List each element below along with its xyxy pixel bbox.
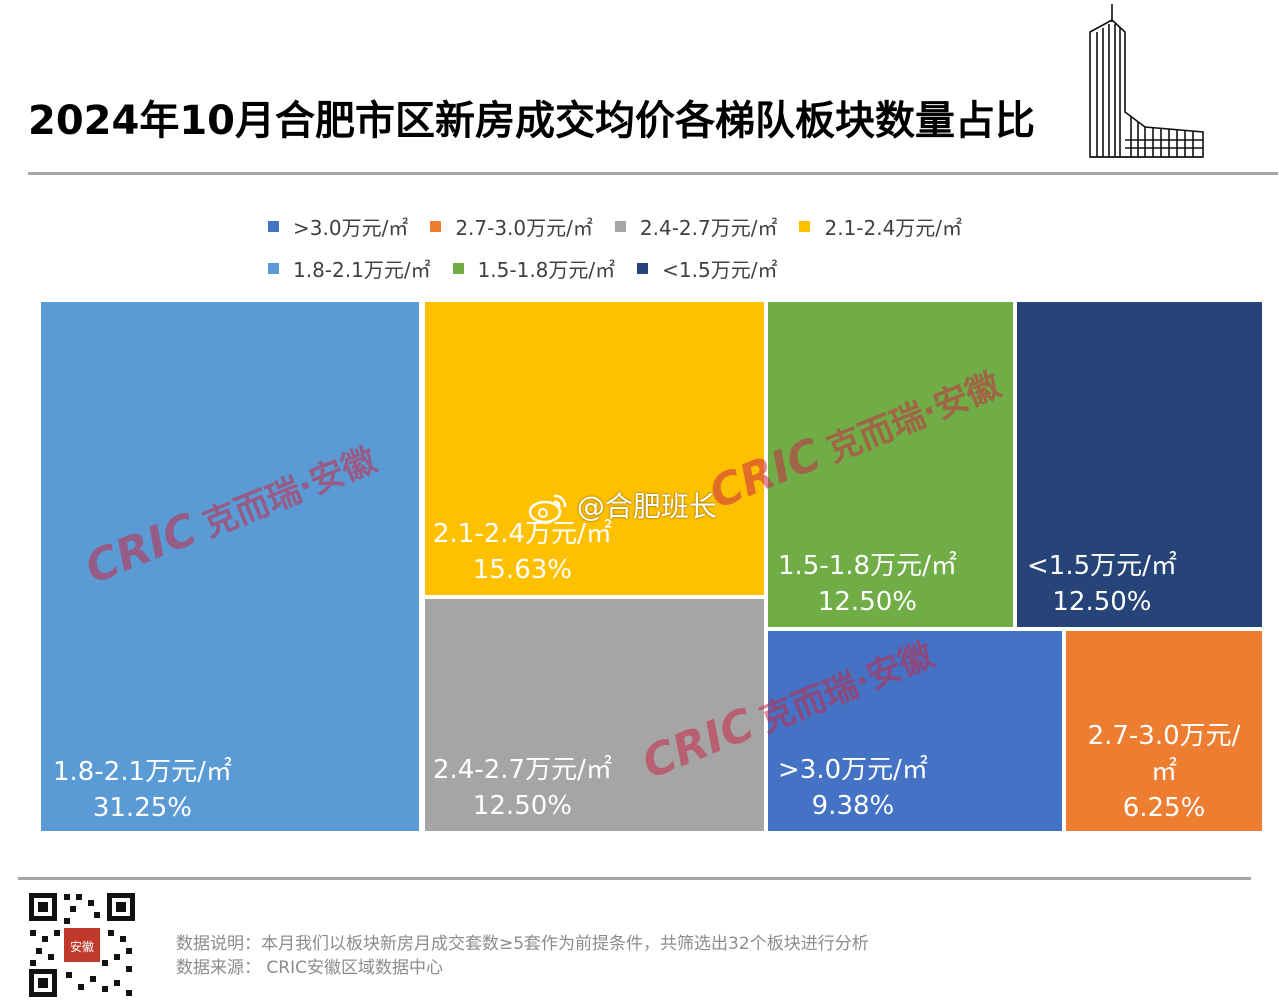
- legend: >3.0万元/㎡ 2.7-3.0万元/㎡ 2.4-2.7万元/㎡ 2.1-2.4…: [268, 205, 1068, 289]
- tile-category: 1.8-2.1万元/㎡: [53, 757, 232, 787]
- tile-label: 1.8-2.1万元/㎡ 31.25%: [53, 754, 232, 826]
- treemap-tile: 2.4-2.7万元/㎡ 12.50%: [425, 599, 764, 831]
- data-source: 数据来源： CRIC安徽区域数据中心: [176, 958, 443, 978]
- tile-value: 12.50%: [817, 587, 917, 617]
- weibo-logo-icon: [528, 494, 567, 524]
- legend-swatch: [614, 220, 626, 232]
- treemap-tile: 1.5-1.8万元/㎡ 12.50%: [768, 302, 1013, 627]
- tile-category: ㎡: [1150, 757, 1177, 787]
- tile-value: 12.50%: [472, 791, 572, 821]
- legend-item: <1.5万元/㎡: [637, 254, 777, 283]
- legend-label: >3.0万元/㎡: [293, 215, 409, 240]
- legend-item: 2.4-2.7万元/㎡: [614, 212, 778, 241]
- tile-value: 9.38%: [811, 791, 895, 821]
- legend-swatch: [799, 220, 811, 232]
- tile-value: 6.25%: [1122, 793, 1206, 823]
- legend-swatch: [268, 262, 279, 274]
- footer-divider: [18, 877, 1251, 880]
- legend-swatch: [637, 262, 649, 274]
- tile-label: >3.0万元/㎡ 9.38%: [778, 752, 928, 824]
- tile-value: 31.25%: [92, 793, 192, 823]
- tile-category: <1.5万元/㎡: [1027, 551, 1177, 581]
- tile-category: 2.1-2.4万元/㎡: [433, 519, 612, 549]
- chart-title: 2024年10月合肥市区新房成交均价各梯队板块数量占比: [28, 98, 1035, 144]
- tile-label: <1.5万元/㎡ 12.50%: [1027, 548, 1177, 620]
- footnote: 数据说明：本月我们以板块新房月成交套数≥5套作为前提条件，共筛选出32个板块进行…: [176, 932, 869, 980]
- tile-label: 2.4-2.7万元/㎡ 12.50%: [433, 752, 612, 824]
- tile-label: 1.5-1.8万元/㎡ 12.50%: [778, 548, 957, 620]
- tile-label: 2.7-3.0万元/ ㎡ 6.25%: [1066, 718, 1262, 826]
- treemap-tile: 1.8-2.1万元/㎡ 31.25%: [41, 302, 419, 831]
- title-divider: [28, 172, 1278, 175]
- treemap-tile: >3.0万元/㎡ 9.38%: [768, 631, 1062, 831]
- legend-label: <1.5万元/㎡: [662, 257, 778, 282]
- weibo-handle: @合肥班长: [576, 490, 717, 523]
- building-logo-icon: [1089, 4, 1204, 158]
- tile-value: 15.63%: [472, 555, 572, 585]
- qr-code-icon[interactable]: 安徽: [26, 890, 138, 1000]
- legend-item: 1.8-2.1万元/㎡: [268, 254, 431, 283]
- tile-category: 2.4-2.7万元/㎡: [433, 755, 612, 785]
- legend-item: 2.1-2.4万元/㎡: [799, 212, 962, 241]
- treemap-tile: 2.7-3.0万元/ ㎡ 6.25%: [1066, 631, 1262, 831]
- legend-label: 1.8-2.1万元/㎡: [293, 257, 431, 282]
- legend-label: 2.4-2.7万元/㎡: [639, 215, 778, 240]
- legend-swatch: [430, 220, 442, 232]
- legend-item: 1.5-1.8万元/㎡: [452, 254, 616, 283]
- treemap-tile: <1.5万元/㎡ 12.50%: [1017, 302, 1262, 627]
- tile-category: 2.7-3.0万元/: [1087, 721, 1241, 751]
- legend-label: 1.5-1.8万元/㎡: [477, 257, 616, 282]
- legend-row: 1.8-2.1万元/㎡ 1.5-1.8万元/㎡ <1.5万元/㎡: [268, 247, 1068, 289]
- legend-label: 2.1-2.4万元/㎡: [824, 215, 963, 240]
- tile-category: 1.5-1.8万元/㎡: [778, 551, 957, 581]
- legend-label: 2.7-3.0万元/㎡: [455, 215, 593, 240]
- legend-swatch: [452, 262, 464, 274]
- tile-category: >3.0万元/㎡: [778, 755, 928, 785]
- treemap-tile: 2.1-2.4万元/㎡ 15.63%: [425, 302, 764, 595]
- weibo-watermark: @合肥班长: [528, 485, 717, 525]
- data-note: 数据说明：本月我们以板块新房月成交套数≥5套作为前提条件，共筛选出32个板块进行…: [176, 934, 869, 954]
- qr-badge-text: 安徽: [70, 939, 94, 954]
- legend-swatch: [268, 220, 279, 232]
- legend-item: 2.7-3.0万元/㎡: [430, 212, 593, 241]
- legend-item: >3.0万元/㎡: [268, 212, 408, 241]
- legend-row: >3.0万元/㎡ 2.7-3.0万元/㎡ 2.4-2.7万元/㎡ 2.1-2.4…: [268, 205, 1068, 247]
- tile-value: 12.50%: [1052, 587, 1152, 617]
- tile-label: 2.1-2.4万元/㎡ 15.63%: [433, 516, 612, 588]
